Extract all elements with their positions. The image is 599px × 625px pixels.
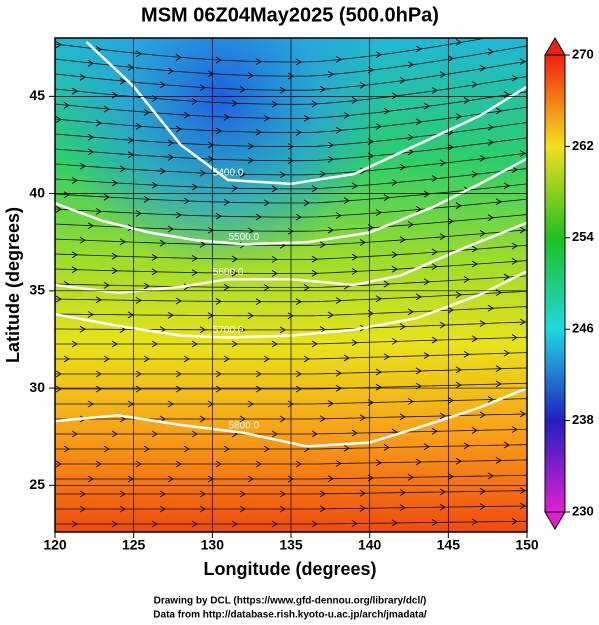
streamline xyxy=(55,444,527,450)
colorbar-min-arrow xyxy=(544,511,566,530)
streamline xyxy=(55,474,527,480)
x-tick-label: 135 xyxy=(279,537,303,553)
colorbar-label: 254 xyxy=(572,229,594,244)
credit: Data from http://database.rish.kyoto-u.a… xyxy=(153,610,427,621)
streamline xyxy=(55,321,527,331)
x-tick-label: 130 xyxy=(201,537,225,553)
contour-label: 5400.0 xyxy=(213,168,244,179)
stream-arrow xyxy=(264,536,269,542)
colorbar xyxy=(544,54,566,513)
stream-arrow xyxy=(464,534,469,540)
colorbar-max-arrow xyxy=(544,37,566,56)
stream-arrow xyxy=(504,534,509,540)
streamline xyxy=(55,490,527,495)
contour-label: 5700.0 xyxy=(213,325,244,336)
y-tick-label: 40 xyxy=(29,184,45,200)
chart-title: MSM 06Z04May2025 (500.0hPa) xyxy=(141,4,439,26)
streamline xyxy=(55,198,527,218)
streamline xyxy=(55,168,527,190)
streamline xyxy=(55,260,527,274)
streamline xyxy=(55,275,527,288)
streamline xyxy=(55,382,527,390)
x-tick-label: 125 xyxy=(122,537,146,553)
colorbar-label: 246 xyxy=(572,321,594,336)
x-axis-label: Longitude (degrees) xyxy=(203,559,376,579)
streamline xyxy=(55,106,527,133)
streamline xyxy=(55,229,527,246)
stream-arrow xyxy=(344,536,349,542)
streamline xyxy=(55,45,527,77)
stream-arrow xyxy=(224,536,229,542)
streamline xyxy=(55,137,527,162)
streamline xyxy=(55,60,527,91)
contour-label: 5600.0 xyxy=(213,267,244,278)
colorbar-label: 262 xyxy=(572,138,594,153)
streamline xyxy=(55,398,527,405)
x-tick-label: 150 xyxy=(515,537,539,553)
stream-arrow xyxy=(104,536,109,542)
streamline xyxy=(55,352,527,360)
streamline xyxy=(55,336,527,345)
contour-label: 5500.0 xyxy=(229,232,260,243)
streamline xyxy=(55,459,527,465)
streamline xyxy=(55,520,527,525)
contour-label: 5800.0 xyxy=(229,420,260,431)
x-tick-label: 120 xyxy=(43,537,67,553)
y-tick-label: 25 xyxy=(29,476,45,492)
colorbar-label: 270 xyxy=(572,46,594,61)
streamline xyxy=(55,428,527,435)
colorbar-label: 230 xyxy=(572,503,594,518)
colorbar-label: 238 xyxy=(572,412,594,427)
y-tick-label: 30 xyxy=(29,379,45,395)
stream-arrow xyxy=(384,535,389,541)
credit: Drawing by DCL (https://www.gfd-dennou.o… xyxy=(154,596,427,607)
streamline xyxy=(55,505,527,510)
streamline xyxy=(55,122,527,147)
streamline xyxy=(55,152,527,176)
streamline xyxy=(55,244,527,260)
x-tick-label: 145 xyxy=(437,537,461,553)
streamline xyxy=(55,290,527,303)
streamline xyxy=(55,367,527,375)
y-tick-label: 45 xyxy=(29,87,45,103)
stream-arrow xyxy=(304,536,309,542)
streamline xyxy=(55,91,527,119)
streamline xyxy=(55,183,527,204)
streamline xyxy=(55,306,527,317)
stream-arrow xyxy=(424,535,429,541)
contour-line xyxy=(55,386,527,448)
x-tick-label: 140 xyxy=(358,537,382,553)
contour-line xyxy=(55,157,527,246)
stream-arrow xyxy=(184,536,189,542)
y-tick-label: 35 xyxy=(29,282,45,298)
y-axis-label: Latitude (degrees) xyxy=(3,207,23,363)
streamline xyxy=(55,38,488,63)
